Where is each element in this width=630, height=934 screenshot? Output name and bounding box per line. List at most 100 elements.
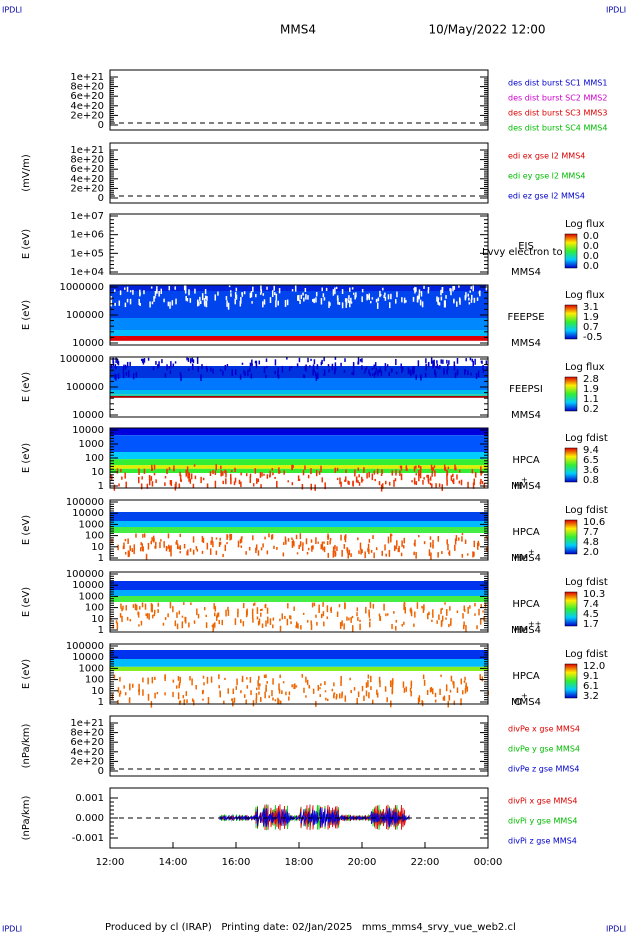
spectrogram-speck [431,467,434,475]
spectrogram-speck [157,364,159,369]
spectrogram-speck [138,688,140,696]
spectrogram-speck [361,288,364,293]
spectrogram-speck [418,289,421,294]
spectrogram-speck [164,373,167,378]
spectrogram-speck [226,542,228,545]
spectrogram-speck [200,374,202,381]
spectrogram-speck [217,291,219,296]
spectrogram-speck [298,295,300,301]
spectrogram-speck [351,625,354,632]
colorbar-label: 0.0 [583,261,599,272]
spectrogram-speck [176,623,179,630]
spectrogram-speck [197,366,200,372]
spectrogram-speck [439,364,441,369]
y-tick-label: 1000 [79,591,104,602]
spectrogram-speck [415,473,418,476]
spectrogram-speck [225,470,227,478]
spectrogram-speck [434,692,437,698]
spectrogram-speck [386,364,389,368]
spectrogram-speck [486,547,488,552]
spectrogram-speck [479,674,481,681]
spectrogram-speck [335,286,338,290]
spectrogram-speck [124,551,127,555]
spectrogram-band [110,452,488,460]
spectrogram-speck [124,302,127,308]
spectrogram-speck [227,688,229,694]
spectrogram-speck [154,692,156,699]
spectrogram-speck [188,476,190,482]
spectrogram-speck [395,619,398,623]
legend-entry: divPi z gse MMS4 [508,837,577,846]
spectrogram-speck [143,358,146,363]
spectrogram-speck [416,602,419,609]
spectrogram-speck [307,357,309,363]
spectrogram-speck [456,301,458,307]
spectrogram-speck [452,680,454,685]
spectrogram-speck [256,478,258,484]
spectrogram-speck [238,479,241,485]
spectrogram-speck [141,602,144,608]
spectrogram-speck [137,476,140,484]
spectrogram-speck [190,473,193,480]
spectrogram-speck [125,371,128,376]
spectrogram-speck [319,694,321,698]
spectrogram-speck [344,537,347,543]
spectrogram-speck [169,602,172,609]
spectrogram-speck [172,691,174,698]
spectrogram-speck [397,547,400,553]
spectrogram-speck [475,372,478,380]
overlay-label: Lvvy electron to [482,247,563,258]
spectrogram-speck [196,548,199,552]
spectrogram-speck [363,467,365,473]
spectrogram-speck [375,367,378,371]
spectrogram-speck [390,534,393,537]
spectrogram-speck [261,623,264,628]
spectrogram-speck [312,545,314,550]
spectrogram-speck [474,613,476,616]
spectrogram-speck [331,363,334,371]
spectrogram-speck [313,369,315,373]
spectrogram-speck [273,545,275,549]
spectrogram-speck [358,550,360,554]
spectrogram-speck [320,465,322,472]
spectrogram-speck [413,623,415,627]
spectrogram-speck [168,467,171,471]
spectrogram-speck [255,692,258,700]
spectrogram-speck [405,300,407,303]
spectrogram-speck [347,480,349,485]
spectrogram-speck [441,551,443,555]
spectrogram-speck [395,469,397,476]
spectrogram-speck [302,612,305,615]
spectrogram-speck [423,477,425,480]
spectrogram-speck [346,298,348,301]
spectrogram-band [110,285,488,291]
spectrogram-speck [382,287,384,291]
spectrogram-band [110,330,488,336]
spectrogram-speck [448,550,451,556]
spectrogram-speck [403,297,406,304]
ion-charge: + [528,548,535,557]
spectrogram-speck [356,612,358,617]
spectrogram-speck [440,289,442,296]
spectrogram-speck [344,695,347,702]
spectrogram-speck [241,362,244,365]
spectrogram-speck [393,479,395,487]
spectrogram-speck [299,299,301,304]
spectrogram-speck [132,604,135,608]
spectrogram-speck [413,288,415,291]
spectrogram-speck [482,367,485,373]
y-tick-label: 10000 [72,508,104,519]
spectrogram-speck [436,296,438,302]
spectrogram-speck [139,302,141,307]
spectrogram-speck [329,540,331,545]
spectrogram-speck [352,292,355,295]
spectrogram-speck [124,472,126,479]
spectrogram-speck [265,620,267,627]
spectrogram-speck [255,547,257,553]
spectrogram-speck [111,538,113,544]
y-tick-label: 1e+21 [70,718,104,729]
spectrogram-speck [378,676,381,683]
spectrogram-speck [272,617,275,621]
spectrogram-speck [210,540,212,545]
spectrogram-speck [432,467,435,471]
